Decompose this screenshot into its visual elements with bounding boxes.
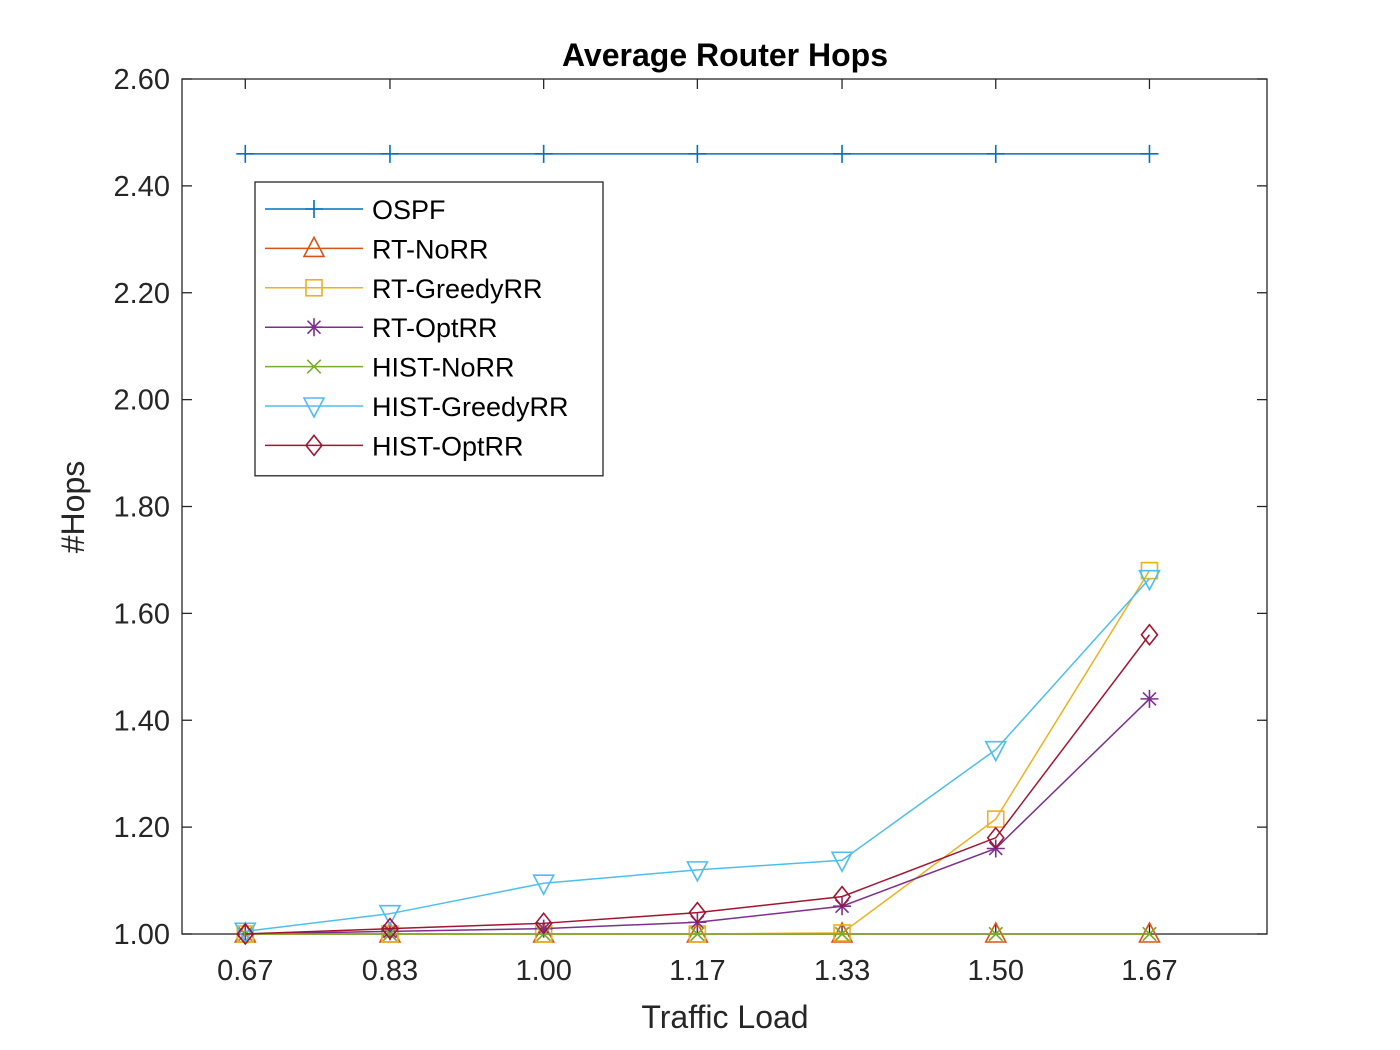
y-tick-label: 2.40 xyxy=(114,171,170,203)
legend-item: HIST-GreedyRR xyxy=(265,392,569,422)
marker-asterisk xyxy=(1140,689,1159,708)
series-line xyxy=(245,698,1150,935)
marker-plus xyxy=(688,144,707,163)
chart-title: Average Router Hops xyxy=(562,37,888,73)
legend-item: OSPF xyxy=(265,195,446,225)
x-tick-label: 0.83 xyxy=(362,955,418,987)
x-axis: 0.67 0.83 1.00 1.17 1.33 1.50 1.67 xyxy=(217,79,1178,987)
x-tick-label: 1.67 xyxy=(1121,955,1177,987)
marker-triangle-down xyxy=(532,874,555,896)
marker-diamond xyxy=(380,917,399,940)
series-line xyxy=(245,634,1151,935)
y-tick-label: 1.40 xyxy=(114,705,170,737)
x-axis-title: Traffic Load xyxy=(641,999,808,1035)
legend-label: OSPF xyxy=(372,195,446,225)
marker-plus xyxy=(236,144,255,163)
marker-asterisk xyxy=(305,318,323,337)
series-hist-optrr xyxy=(236,623,1159,946)
y-axis: 1.00 1.20 1.40 1.60 1.80 2.00 2.20 2.40 2.60 xyxy=(114,64,1267,951)
marker-x xyxy=(988,926,1004,942)
marker-triangle-down xyxy=(302,397,326,419)
x-tick-label: 1.33 xyxy=(814,955,870,987)
series-line xyxy=(245,578,1151,933)
y-axis-title: #Hops xyxy=(55,461,91,554)
y-tick-label: 1.00 xyxy=(114,919,170,951)
x-tick-label: 1.00 xyxy=(515,955,571,987)
marker-x xyxy=(834,926,850,942)
legend-item: RT-NoRR xyxy=(265,234,489,264)
marker-triangle-down xyxy=(1138,569,1161,592)
y-tick-label: 1.60 xyxy=(114,598,170,630)
marker-plus xyxy=(534,144,553,163)
legend-item: HIST-OptRR xyxy=(265,431,524,461)
legend-label: RT-NoRR xyxy=(372,234,489,264)
marker-plus xyxy=(305,200,323,218)
legend-label: HIST-NoRR xyxy=(372,353,515,383)
legend-label: HIST-OptRR xyxy=(372,431,524,461)
marker-x xyxy=(1142,926,1157,942)
x-tick-label: 0.67 xyxy=(217,955,273,987)
marker-plus xyxy=(1140,144,1159,163)
y-tick-label: 1.20 xyxy=(114,812,170,844)
marker-triangle-up xyxy=(984,921,1008,943)
marker-triangle-down xyxy=(378,904,402,927)
legend-label: HIST-GreedyRR xyxy=(372,392,569,422)
x-tick-label: 1.50 xyxy=(968,955,1024,987)
series-layer xyxy=(233,144,1161,946)
marker-triangle-up xyxy=(302,235,326,258)
y-tick-label: 1.80 xyxy=(114,492,170,524)
marker-triangle-up xyxy=(1138,921,1161,943)
legend-item: RT-OptRR xyxy=(265,313,498,343)
marker-triangle-down xyxy=(830,851,854,873)
y-tick-label: 2.00 xyxy=(114,385,170,417)
series-rt-optrr xyxy=(236,689,1159,943)
y-tick-label: 2.60 xyxy=(114,64,170,96)
marker-plus xyxy=(833,144,852,163)
series-ospf xyxy=(236,144,1159,163)
series-rt-greedyrr xyxy=(236,561,1159,943)
marker-asterisk xyxy=(534,919,553,938)
marker-triangle-down xyxy=(984,740,1008,763)
marker-square xyxy=(833,924,851,942)
marker-x xyxy=(306,359,322,374)
marker-diamond xyxy=(1140,623,1159,647)
marker-plus xyxy=(380,144,399,163)
legend-item: HIST-NoRR xyxy=(265,353,515,383)
marker-square xyxy=(305,278,323,297)
y-tick-label: 2.20 xyxy=(114,278,170,310)
marker-diamond xyxy=(986,826,1005,850)
x-tick-label: 1.17 xyxy=(669,955,725,987)
marker-diamond xyxy=(833,885,852,908)
marker-diamond xyxy=(236,922,255,946)
legend: OSPF RT-NoRR RT-GreedyRR RT-OptRR HIST-NoRR H… xyxy=(254,181,604,477)
marker-plus xyxy=(986,144,1005,163)
series-hist-greedyrr xyxy=(233,569,1161,945)
marker-x xyxy=(690,926,705,942)
legend-item: RT-GreedyRR xyxy=(265,274,543,304)
marker-diamond xyxy=(688,901,707,924)
legend-label: RT-GreedyRR xyxy=(372,274,543,304)
marker-triangle-down xyxy=(686,861,709,883)
marker-diamond xyxy=(304,434,324,457)
marker-asterisk xyxy=(380,922,399,941)
legend-label: RT-OptRR xyxy=(372,313,498,343)
marker-diamond xyxy=(534,912,553,935)
